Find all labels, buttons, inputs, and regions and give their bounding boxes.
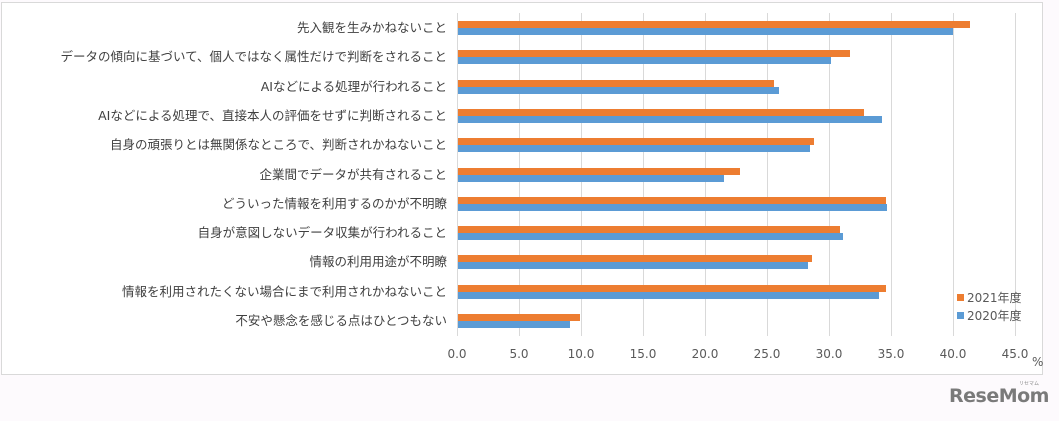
bar-2020 (458, 321, 570, 328)
bar-2020 (458, 203, 888, 211)
x-axis-unit-label: % (1032, 355, 1044, 369)
bar-2021 (458, 167, 740, 175)
category-label: AIなどによる処理で、直接本人の評価をせずに判断されること (98, 107, 447, 123)
bar-2021 (458, 79, 775, 87)
gridline (953, 13, 954, 336)
category-label: 企業間でデータが共有されること (259, 166, 447, 182)
bar-2021 (458, 314, 580, 321)
legend-label-2020: 2020年度 (967, 308, 1022, 323)
x-tick-label: 20.0 (691, 347, 719, 361)
bar-2021 (458, 196, 887, 204)
legend-item-2020: 2020年度 (957, 306, 1022, 324)
chart-legend: 2021年度 2020年度 (957, 288, 1022, 324)
x-tick-label: 45.0 (1001, 347, 1029, 361)
category-label: 自身が意図しないデータ収集が行われること (197, 225, 447, 241)
resemom-logo: ReseMom (949, 385, 1049, 407)
bar-2020 (458, 174, 724, 182)
x-tick-label: 15.0 (629, 347, 657, 361)
bar-2020 (458, 233, 843, 241)
bar-2021 (458, 138, 815, 146)
bar-2020 (458, 28, 953, 35)
bar-2020 (458, 145, 811, 153)
bar-2021 (458, 284, 887, 292)
bar-2020 (458, 291, 879, 299)
x-tick-label: 5.0 (509, 347, 529, 361)
x-tick-label: 30.0 (815, 347, 843, 361)
legend-item-2021: 2021年度 (957, 288, 1022, 306)
category-label: データの傾向に基づいて、個人ではなく属性だけで判断をされること (60, 49, 447, 65)
category-label: 不安や懸念を感じる点はひとつもない (235, 313, 447, 328)
bar-chart: 0.0 5.0 10.0 15.0 20.0 25.0 30.0 35.0 40.0 45.0 先入… (60, 13, 1029, 361)
bar-2021 (458, 255, 812, 263)
bar-2021 (458, 21, 971, 28)
category-label: 情報の利用用途が不明瞭 (309, 254, 447, 270)
category-label: 先入観を生みかねないこと (296, 20, 447, 35)
legend-swatch-2021 (957, 293, 964, 301)
gridline (1015, 13, 1016, 336)
legend-swatch-2020 (957, 311, 964, 319)
y-axis-line (457, 13, 458, 336)
category-label: どういった情報を利用するのかが不明瞭 (221, 195, 447, 211)
bar-2021 (458, 108, 864, 116)
gridline (767, 13, 768, 336)
bar-2020 (458, 262, 808, 270)
category-label: 自身の頑張りとは無関係なところで、判断されかねないこと (109, 137, 447, 153)
x-tick-label: 10.0 (567, 347, 595, 361)
x-tick-label: 0.0 (447, 347, 467, 361)
x-tick-label: 25.0 (753, 347, 781, 361)
bar-2020 (458, 86, 780, 94)
x-tick-label: 35.0 (877, 347, 905, 361)
x-tick-label: 40.0 (939, 347, 967, 361)
legend-label-2021: 2021年度 (967, 290, 1022, 305)
gridline (829, 13, 830, 336)
bar-2020 (458, 57, 832, 65)
category-label: 情報を利用されたくない場合にまで利用されかねないこと (121, 283, 447, 299)
bar-2020 (458, 115, 883, 123)
watermark-ruby: リセマム (1019, 381, 1040, 387)
gridline (891, 13, 892, 336)
bar-2021 (458, 50, 851, 58)
category-label: AIなどによる処理が行われること (260, 78, 447, 94)
bar-2021 (458, 226, 841, 234)
